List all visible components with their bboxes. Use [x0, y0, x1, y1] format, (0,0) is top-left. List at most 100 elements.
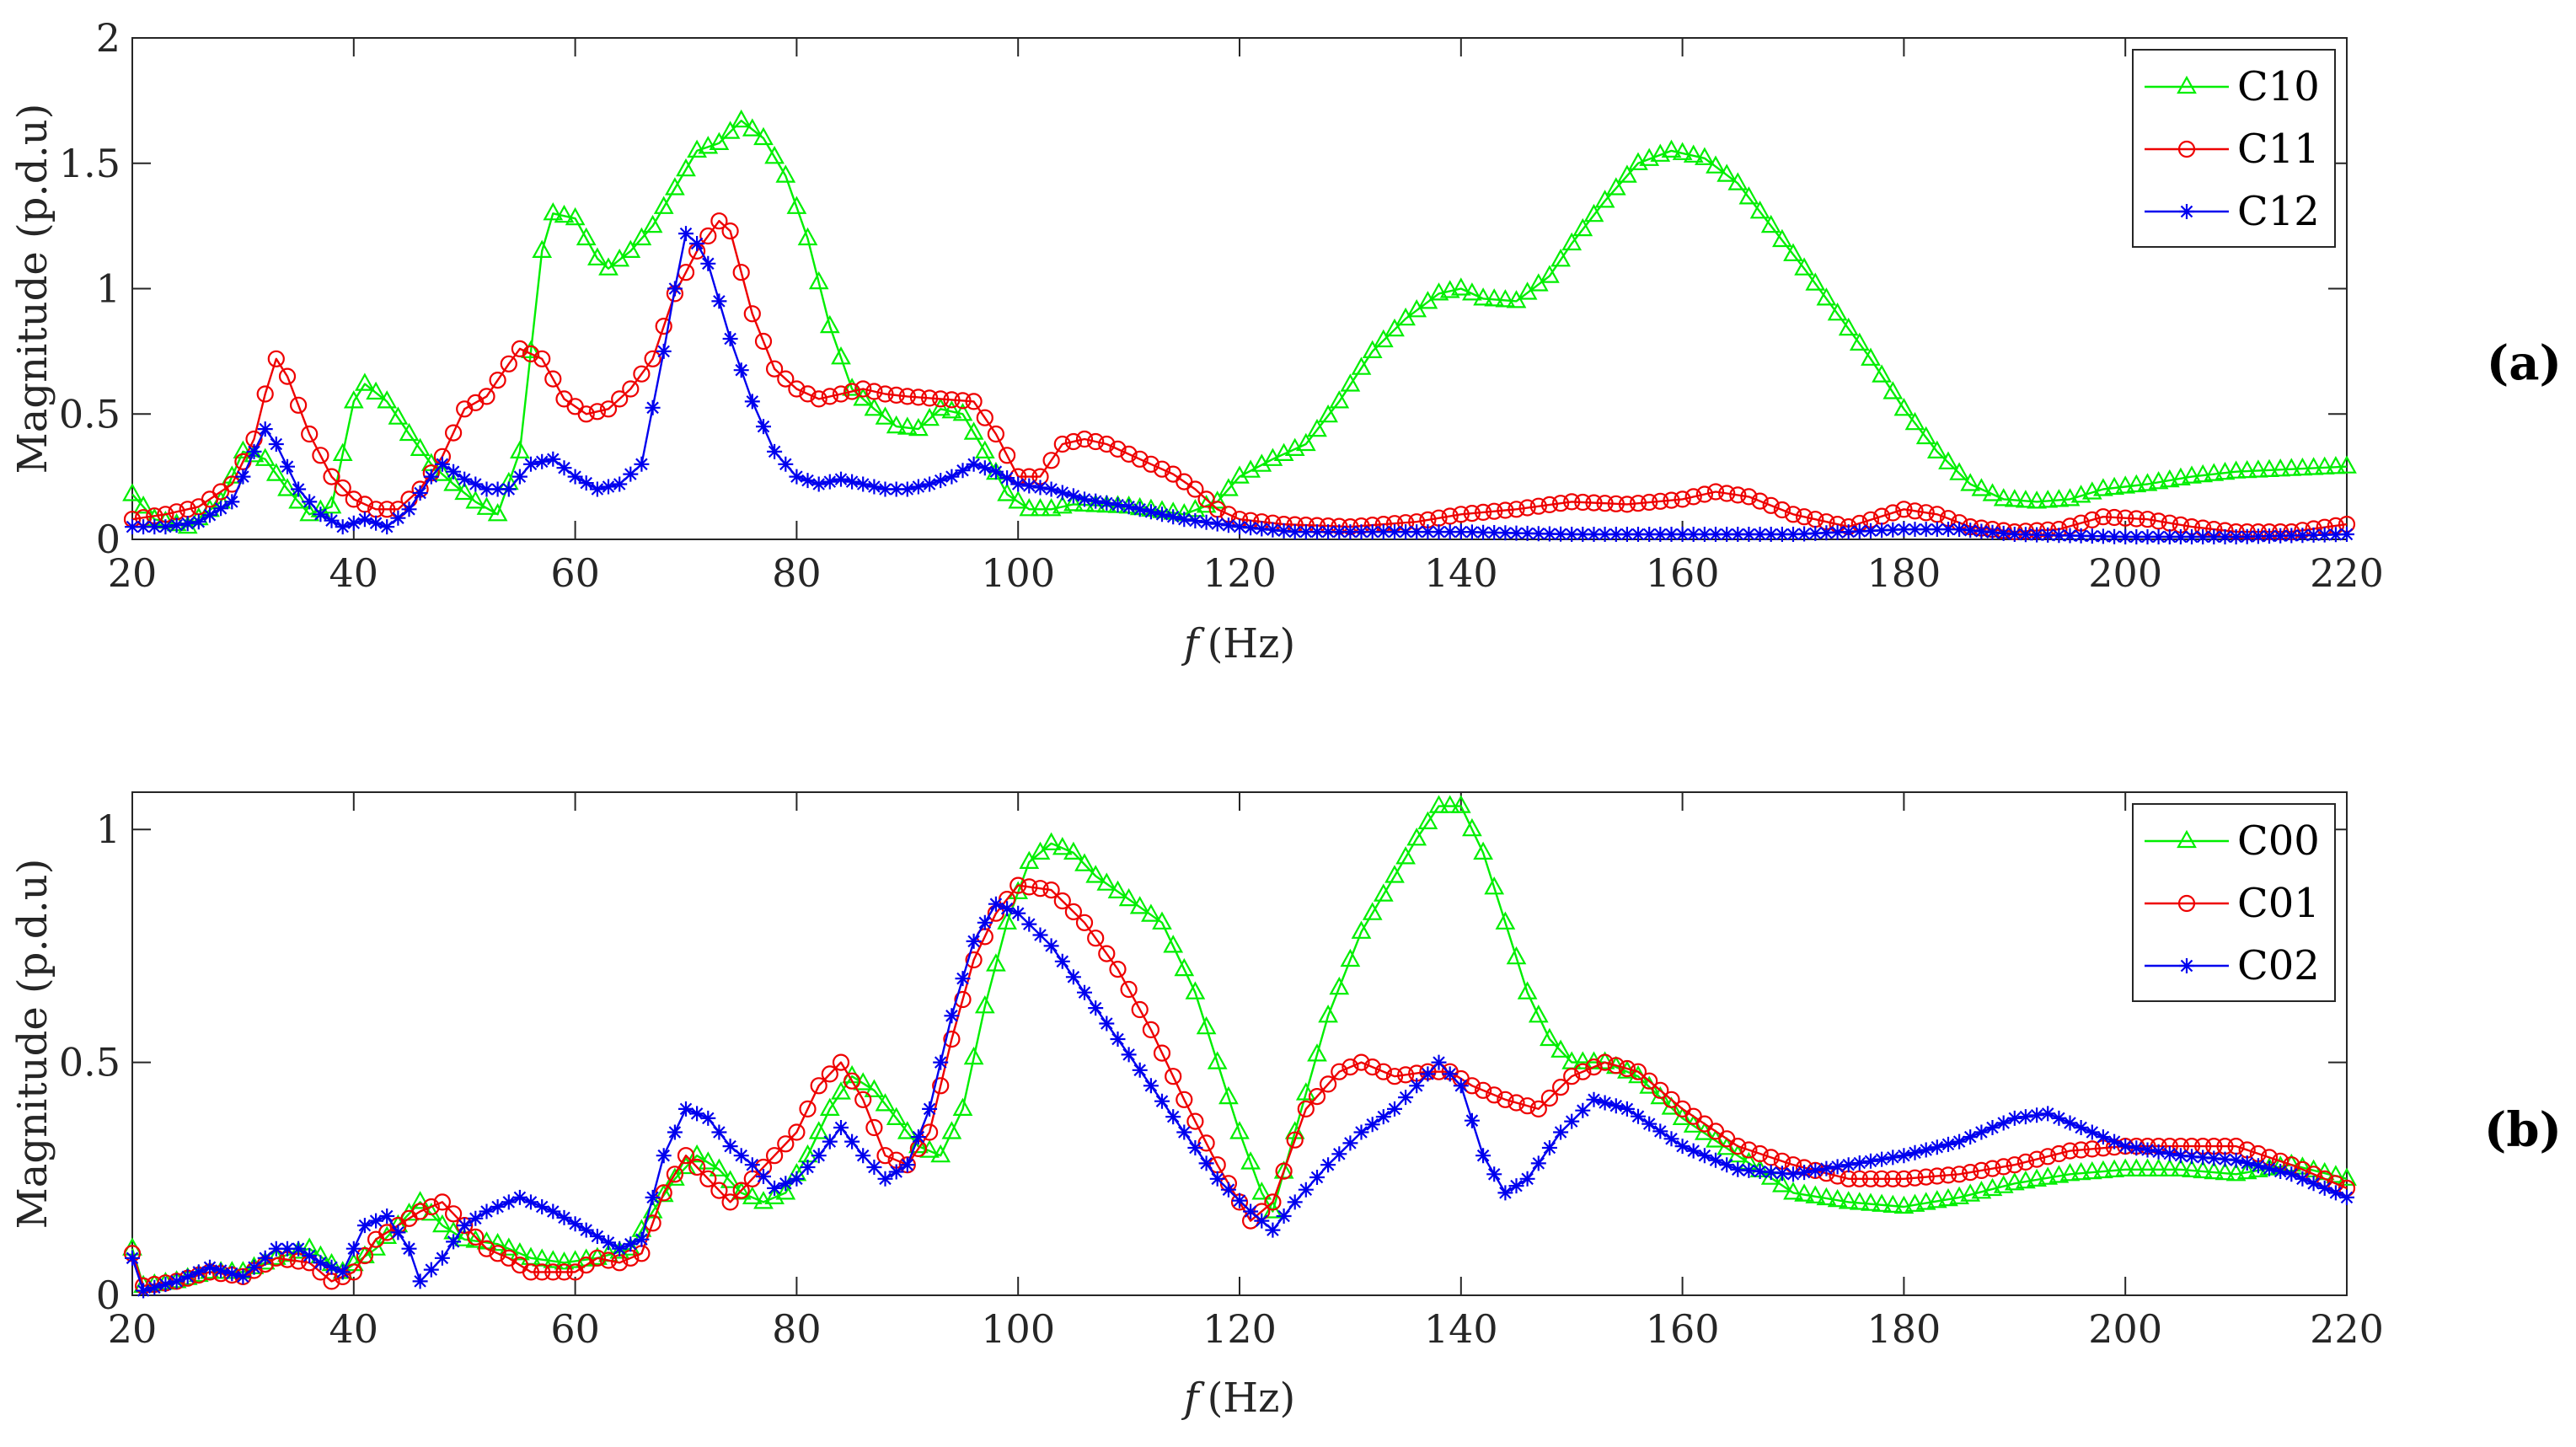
point-C02	[1230, 1192, 1249, 1209]
point-C02	[345, 1240, 362, 1257]
point-C02	[1463, 1112, 1481, 1129]
point-C12	[267, 435, 285, 453]
x-axis-symbol: f	[1181, 620, 1205, 667]
point-C02	[1840, 1156, 1857, 1174]
point-C12	[1010, 475, 1027, 493]
point-C02	[212, 1262, 230, 1279]
point-C12	[832, 470, 850, 488]
point-C02	[887, 1163, 905, 1181]
point-C12	[312, 506, 329, 523]
point-C12	[1176, 511, 1193, 528]
y-tick-label: 1	[96, 266, 120, 312]
point-C02	[954, 969, 972, 988]
point-C12	[732, 362, 750, 379]
point-C12	[788, 468, 806, 485]
point-C00	[1020, 851, 1039, 870]
point-C02	[1264, 1221, 1282, 1239]
point-C12	[345, 514, 362, 532]
point-C02	[865, 1158, 883, 1176]
point-C12	[1197, 513, 1215, 531]
point-C02	[223, 1265, 241, 1283]
point-C02	[1186, 1139, 1204, 1157]
point-C12	[599, 478, 618, 496]
y-axis: 00.51	[59, 807, 2347, 1318]
point-C02	[1408, 1077, 1426, 1095]
point-C02	[1829, 1158, 1846, 1176]
x-tick-label: 80	[772, 1306, 822, 1352]
point-C02	[1319, 1156, 1337, 1174]
point-C02	[1497, 1184, 1514, 1202]
point-C02	[976, 914, 993, 931]
y-tick-label: 1	[96, 807, 120, 852]
point-C12	[644, 399, 661, 416]
point-C02	[1241, 1203, 1260, 1220]
point-C12	[1275, 522, 1293, 540]
x-tick-label: 60	[550, 550, 600, 596]
point-C12	[444, 463, 463, 480]
point-C12	[666, 280, 684, 297]
point-C02	[1430, 1053, 1448, 1071]
point-C02	[456, 1216, 474, 1235]
point-C02	[1075, 983, 1094, 1001]
point-C12	[433, 455, 452, 473]
y-tick-label: 0.5	[59, 1040, 120, 1085]
point-C12	[743, 393, 761, 410]
x-tick-label: 160	[1646, 1306, 1720, 1352]
point-C02	[433, 1249, 452, 1267]
point-C12	[765, 442, 784, 461]
point-C02	[732, 1147, 750, 1165]
x-axis-symbol: f	[1181, 1375, 1205, 1422]
point-C12	[854, 475, 872, 493]
point-C12	[544, 450, 562, 468]
point-C12	[1120, 498, 1138, 516]
point-C02	[146, 1278, 163, 1296]
point-C02	[1452, 1077, 1470, 1095]
point-C02	[2260, 1160, 2279, 1177]
panel-a: 00.511.52 20 40 60 80 100 120 140 160 180 200 220 …	[9, 15, 2562, 667]
point-C02	[854, 1147, 872, 1165]
x-axis-unit: (Hz)	[1208, 1375, 1296, 1422]
point-C02	[2249, 1157, 2267, 1175]
point-C02	[1895, 1147, 1913, 1165]
series-C12	[123, 225, 2356, 546]
point-C02	[1286, 1193, 1304, 1211]
point-C12	[1951, 520, 1968, 539]
point-C12	[555, 459, 573, 477]
x-tick-label: 140	[1424, 1306, 1498, 1352]
point-C12	[865, 478, 883, 496]
point-C02	[123, 1249, 142, 1267]
point-C12	[201, 506, 219, 524]
point-C02	[920, 1100, 939, 1118]
point-C02	[1585, 1091, 1603, 1108]
point-C12	[754, 418, 773, 436]
legend-marker	[2177, 957, 2196, 975]
legend-label: C12	[2237, 188, 2320, 235]
x-tick-label: 100	[981, 1306, 1055, 1352]
legend-item-C10: C10	[2145, 63, 2320, 110]
x-axis-label: f (Hz)	[1181, 1375, 1295, 1422]
point-C02	[411, 1273, 429, 1290]
point-C02	[1939, 1135, 1957, 1154]
point-C12	[1241, 519, 1260, 537]
point-C02	[400, 1240, 418, 1257]
point-C12	[301, 493, 319, 511]
x-tick-label: 60	[550, 1306, 600, 1352]
series-line-C00	[131, 805, 2348, 1288]
point-C02	[1385, 1100, 1404, 1118]
series-C00	[122, 796, 2357, 1294]
point-C02	[1352, 1123, 1370, 1141]
point-C12	[655, 342, 672, 360]
series-C02	[123, 895, 2356, 1300]
point-C12	[1031, 479, 1049, 496]
point-C02	[389, 1224, 407, 1241]
x-axis-unit: (Hz)	[1208, 620, 1296, 667]
x-tick-label: 80	[772, 550, 822, 596]
point-C02	[234, 1267, 252, 1286]
point-C10	[919, 409, 940, 426]
legend-item-C11: C11	[2145, 126, 2320, 173]
x-axis: 20 40 60 80 100 120 140 160 180 200 220	[108, 792, 2384, 1352]
point-C12	[1087, 492, 1105, 510]
series-lines	[122, 110, 2357, 546]
point-C02	[644, 1188, 661, 1207]
plot-frame	[131, 37, 2348, 540]
